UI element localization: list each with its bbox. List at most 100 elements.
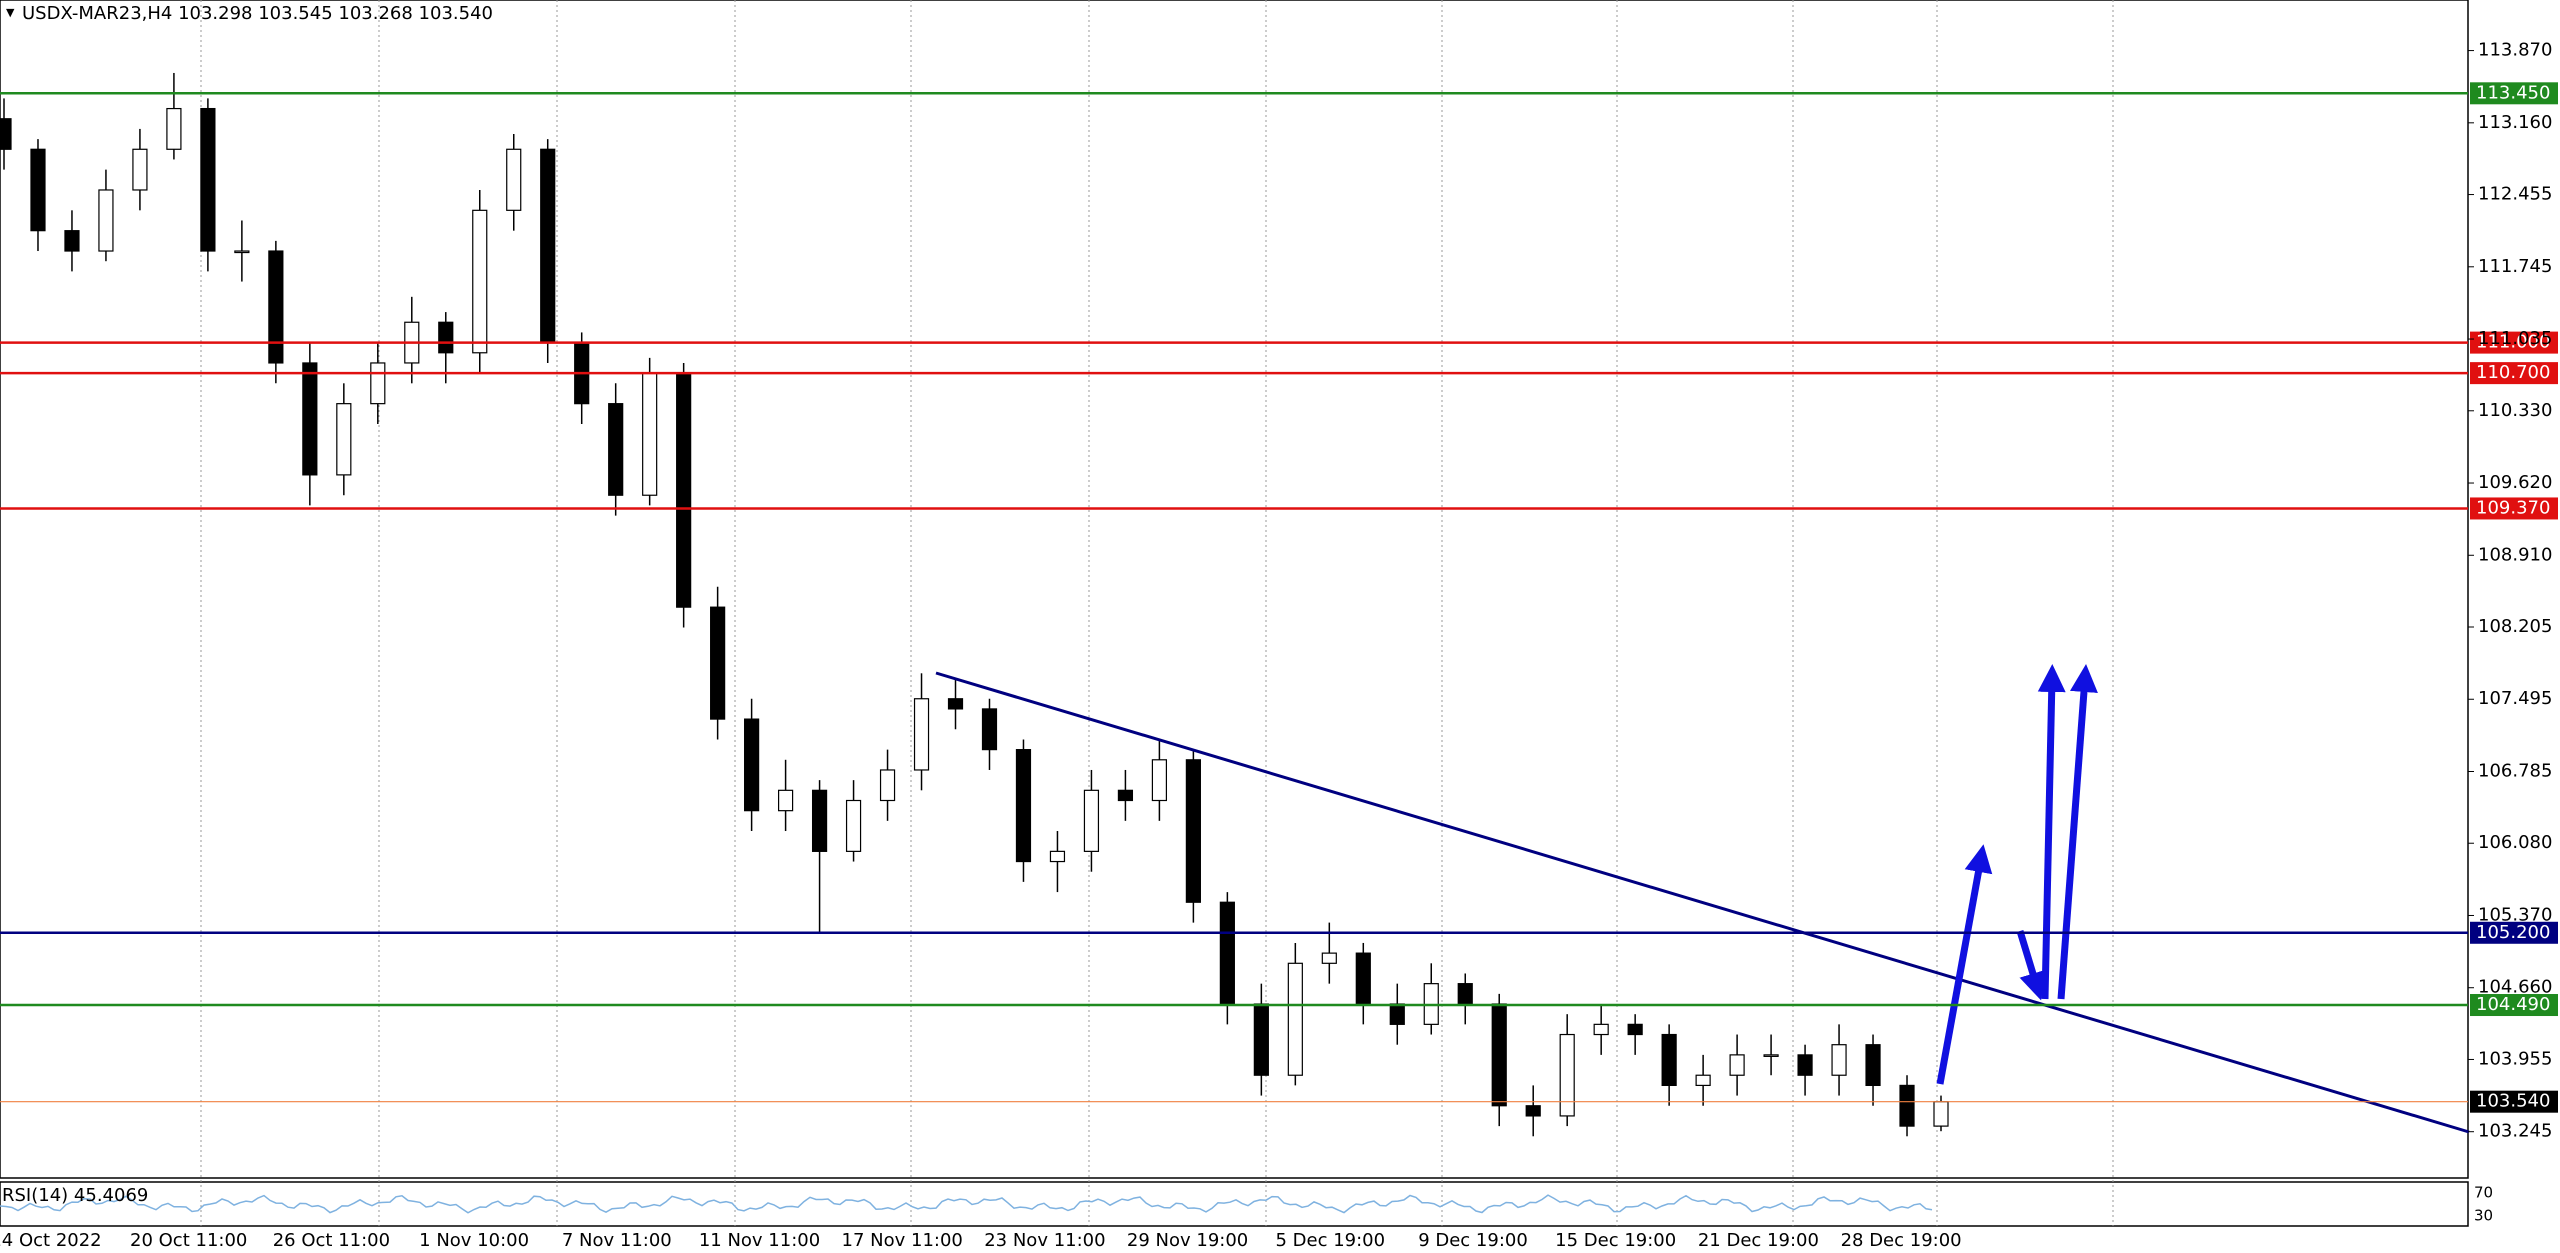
x-tick-label: 11 Nov 11:00 [699,1230,820,1251]
rsi-tick: 70 [2474,1184,2493,1202]
level-box [2470,497,2558,520]
candle-body [30,148,46,232]
candle-body [438,321,454,354]
candle-body [370,362,386,405]
candle-body [710,606,726,720]
candle-body [200,107,216,252]
candle-body [1729,1054,1745,1076]
level-box [2470,331,2558,354]
y-tick-label: 110.330 [2478,400,2552,421]
level-label: 104.490 [2476,994,2550,1015]
level-label: 110.700 [2476,362,2550,383]
candle-body [744,718,760,812]
x-tick-label: 28 Dec 19:00 [1841,1230,1962,1251]
x-tick-label: 21 Dec 19:00 [1698,1230,1819,1251]
candle-body [1219,901,1235,1005]
candle-body [506,148,522,211]
last-price-label: 103.540 [2476,1091,2550,1112]
y-tick-label: 103.245 [2478,1121,2552,1142]
plot-frame [0,0,2469,1179]
candle-body [234,250,250,254]
candle-body [947,698,964,710]
rsi-frame [0,1181,2469,1227]
y-tick-label: 108.205 [2478,616,2552,637]
candle-body [1797,1054,1813,1076]
candle-body [981,708,998,751]
y-tick-label: 108.910 [2478,544,2552,565]
x-tick-label: 9 Dec 19:00 [1418,1230,1528,1251]
candle-body [1117,789,1134,802]
x-tick-label: 26 Oct 11:00 [273,1230,390,1251]
level-label: 113.450 [2476,82,2550,103]
candle-body [879,769,896,802]
y-tick-label: 103.955 [2478,1048,2552,1069]
candle-body [1049,850,1066,863]
level-box [2470,994,2558,1017]
candle-body [132,148,148,191]
indicator-label: RSI(14) 45.4069 [2,1185,148,1206]
candle-body [0,118,12,150]
candle-body [1695,1074,1711,1087]
x-tick-label: 20 Oct 11:00 [130,1230,247,1251]
candle-body [1661,1033,1677,1087]
forecast-arrows [1936,664,2098,1085]
candle-body [1525,1105,1541,1117]
candle-body [472,209,488,354]
x-tick-label: 7 Nov 11:00 [562,1230,672,1251]
candle-body [1763,1054,1779,1057]
candle-body [1389,1003,1405,1025]
arrow [2057,664,2098,1000]
trend-line [935,671,2470,1134]
y-tick-label: 104.660 [2478,977,2552,998]
candle-body [1933,1101,1949,1127]
candle-body [1015,749,1032,863]
y-tick-label: 106.080 [2478,832,2552,853]
rsi-line [0,1194,1933,1214]
chart-title: USDX-MAR23,H4 103.298 103.545 103.268 10… [22,3,493,24]
x-tick-label: 14 Oct 2022 [0,1230,102,1251]
candle-body [1287,962,1303,1076]
candle-body [268,250,284,364]
candle-body [1457,983,1473,1005]
last-price-box [2470,1090,2558,1113]
candle-body [540,148,556,344]
candle-body [1593,1023,1609,1036]
arrow [1936,844,1993,1085]
candle-body [676,372,692,608]
y-tick-label: 105.370 [2478,904,2552,925]
y-tick-label: 112.455 [2478,184,2552,205]
level-box [2470,921,2558,944]
candle-body [1491,1003,1507,1107]
level-label: 105.200 [2476,922,2550,943]
candle-body [336,403,352,476]
level-label: 109.370 [2476,497,2550,518]
levels: 113.450 111.000 110.700 109.370 105.200 104.4… [0,82,2558,1113]
candle-body [1321,952,1337,964]
candle-body [1559,1033,1575,1117]
candle-body [1355,952,1371,1005]
candle-body [1899,1084,1915,1127]
x-tick-label: 1 Nov 10:00 [419,1230,529,1251]
candle-body [642,372,658,496]
x-tick-label: 23 Nov 11:00 [984,1230,1105,1251]
y-tick-label: 109.620 [2478,472,2552,493]
candle-body [166,107,182,150]
candle-body [1627,1023,1643,1036]
x-tick-label: 15 Dec 19:00 [1555,1230,1676,1251]
candle-body [845,799,862,852]
candle-body [777,789,794,812]
candle-body [1253,1003,1269,1076]
y-tick-label: 113.870 [2478,40,2552,61]
arrow [2016,929,2047,1001]
candle-body [64,230,80,252]
y-tick-label: 111.745 [2478,256,2552,277]
level-box [2470,362,2558,385]
arrow [2037,664,2066,1000]
x-tick-label: 17 Nov 11:00 [842,1230,963,1251]
x-tick-label: 5 Dec 19:00 [1275,1230,1385,1251]
y-tick-label: 113.160 [2478,112,2552,133]
y-tick-label: 106.785 [2478,760,2552,781]
candle-body [1865,1044,1881,1087]
candle-body [98,189,114,252]
